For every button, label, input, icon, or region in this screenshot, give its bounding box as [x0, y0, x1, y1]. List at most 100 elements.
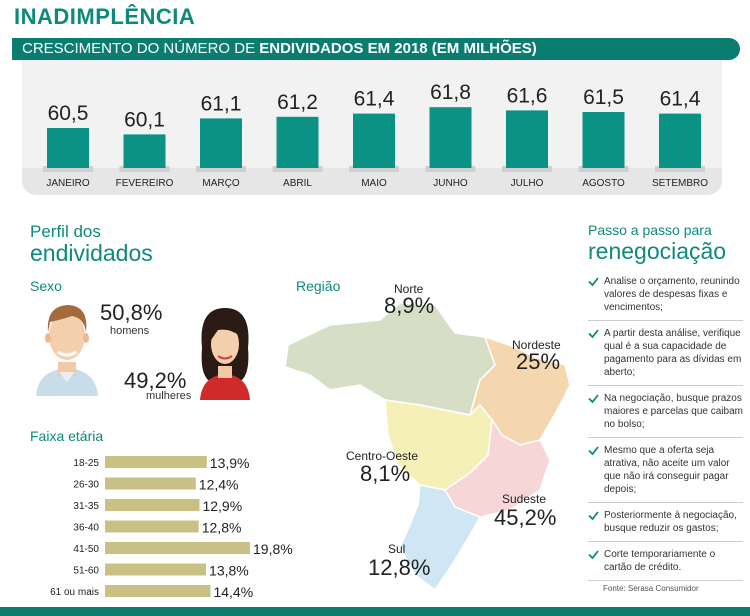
- month-tick-label: MARÇO: [202, 178, 239, 189]
- month-bar: [659, 113, 701, 168]
- month-bar-base: [196, 166, 246, 172]
- month-bar: [506, 110, 548, 168]
- region-norte: [284, 302, 496, 416]
- month-bar: [200, 118, 242, 168]
- woman-avatar-icon: [200, 308, 250, 400]
- month-bar-base: [578, 166, 629, 172]
- step-text: Posteriormente à negociação, busque redu…: [604, 510, 737, 534]
- month-tick-label: ABRIL: [283, 178, 312, 189]
- month-bar-base: [655, 166, 705, 172]
- region-sul-value: 12,8%: [368, 555, 431, 580]
- month-bar: [353, 113, 395, 168]
- age-value-label: 13,9%: [210, 455, 250, 471]
- step-item: Mesmo que a oferta seja atrativa, não ac…: [588, 444, 743, 503]
- month-bar-base: [43, 166, 93, 172]
- month-tick-label: MAIO: [361, 178, 387, 189]
- sexo-label: Sexo: [30, 278, 62, 294]
- month-bar-base: [349, 166, 399, 172]
- check-icon: [588, 329, 599, 339]
- age-value-label: 12,8%: [202, 520, 242, 536]
- age-bar: [105, 456, 207, 468]
- region-norte-value: 8,9%: [384, 293, 435, 318]
- step-text: Mesmo que a oferta seja atrativa, não ac…: [604, 445, 730, 495]
- mulheres-label: mulheres: [146, 390, 192, 402]
- month-value-label: 61,2: [277, 91, 318, 114]
- perfil-line1: Perfil dos: [30, 222, 101, 241]
- month-value-label: 61,4: [660, 88, 701, 111]
- month-bar: [123, 134, 166, 168]
- steps-list: Analise o orçamento, reunindo valores de…: [588, 275, 743, 587]
- age-bar: [105, 542, 250, 554]
- step-item: Na negociação, busque prazos maiores e p…: [588, 392, 743, 438]
- month-bar-base: [502, 166, 552, 172]
- bottom-rule: [0, 607, 750, 616]
- month-value-label: 61,6: [507, 84, 548, 107]
- month-bar-base: [272, 166, 323, 172]
- step-text: A partir desta análise, verifique qual é…: [604, 328, 742, 378]
- month-value-label: 61,8: [430, 81, 471, 104]
- age-value-label: 14,4%: [213, 584, 253, 600]
- age-value-label: 19,8%: [253, 541, 293, 557]
- age-value-label: 13,8%: [209, 563, 249, 579]
- region-nordeste-name: Nordeste: [512, 338, 561, 352]
- step-text: Analise o orçamento, reunindo valores de…: [604, 276, 740, 313]
- brazil-map: [284, 302, 571, 592]
- age-bar: [105, 477, 196, 490]
- check-icon: [588, 394, 599, 404]
- passo-line1: Passo a passo para: [588, 222, 712, 238]
- month-bar: [582, 112, 625, 168]
- age-value-label: 12,4%: [199, 477, 239, 493]
- month-tick-label: AGOSTO: [582, 178, 625, 189]
- month-bar: [47, 128, 89, 168]
- region-sul-name: Sul: [388, 542, 406, 556]
- check-icon: [588, 550, 599, 560]
- region-centro-oeste-name: Centro-Oeste: [346, 449, 419, 463]
- month-value-label: 61,4: [354, 88, 395, 111]
- month-bar-base: [119, 166, 170, 172]
- check-icon: [588, 277, 599, 287]
- month-bar: [429, 107, 472, 168]
- chart-subtitle-bar: CRESCIMENTO DO NÚMERO DE ENDIVIDADOS EM …: [12, 38, 740, 60]
- subtitle-bold: ENDIVIDADOS EM 2018 (EM MILHÕES): [259, 40, 537, 57]
- region-centro-oeste-value: 8,1%: [360, 461, 411, 486]
- age-tick-label: 51-60: [73, 566, 99, 577]
- passo-line2: renegociação: [588, 238, 727, 264]
- age-bar: [105, 585, 211, 597]
- region-sudeste: [443, 417, 551, 518]
- month-value-label: 60,5: [48, 102, 89, 125]
- month-label-strip: [22, 168, 722, 195]
- age-tick-label: 26-30: [73, 480, 99, 491]
- age-bar: [105, 563, 207, 576]
- month-bar-base: [425, 166, 476, 172]
- monthly-bar-chart: 60,5 JANEIRO 60,1 FEVEREIRO 61,1 MARÇO 61,2 ABR…: [43, 81, 708, 189]
- region-sudeste-value: 45,2%: [494, 505, 557, 530]
- month-tick-label: FEVEREIRO: [116, 178, 174, 189]
- age-tick-label: 41-50: [73, 544, 99, 555]
- month-tick-label: JANEIRO: [46, 178, 90, 189]
- month-value-label: 60,1: [124, 108, 165, 131]
- age-tick-label: 31-35: [73, 501, 99, 512]
- perfil-line2: endividados: [30, 240, 153, 266]
- page-title: INADIMPLÊNCIA: [14, 4, 196, 29]
- region-sudeste-name: Sudeste: [502, 492, 547, 506]
- subtitle-prefix: CRESCIMENTO DO NÚMERO DE: [22, 40, 260, 57]
- check-icon: [588, 446, 599, 456]
- age-tick-label: 61 ou mais: [50, 587, 99, 598]
- region-nordeste-value: 25%: [516, 349, 561, 374]
- age-bar: [105, 499, 200, 511]
- age-bar: [105, 520, 199, 533]
- region-sul: [399, 484, 482, 592]
- month-tick-label: JUNHO: [433, 178, 468, 189]
- age-bar-chart: 18-25 13,9% 26-30 12,4% 31-35 12,9% 36-40 12,8%…: [50, 455, 293, 600]
- step-item: Corte temporariamente o cartão de crédit…: [588, 548, 743, 581]
- homens-value: 50,8%: [100, 300, 163, 325]
- source-note: Fonte: Serasa Consumidor: [603, 584, 699, 593]
- step-text: Corte temporariamente o cartão de crédit…: [604, 549, 716, 573]
- month-bar: [276, 116, 319, 168]
- step-text: Na negociação, busque prazos maiores e p…: [604, 393, 743, 430]
- age-tick-label: 18-25: [73, 458, 99, 469]
- month-value-label: 61,5: [583, 86, 624, 109]
- step-item: Analise o orçamento, reunindo valores de…: [588, 275, 743, 321]
- regiao-label: Região: [296, 278, 341, 294]
- faixa-label: Faixa etária: [30, 428, 104, 444]
